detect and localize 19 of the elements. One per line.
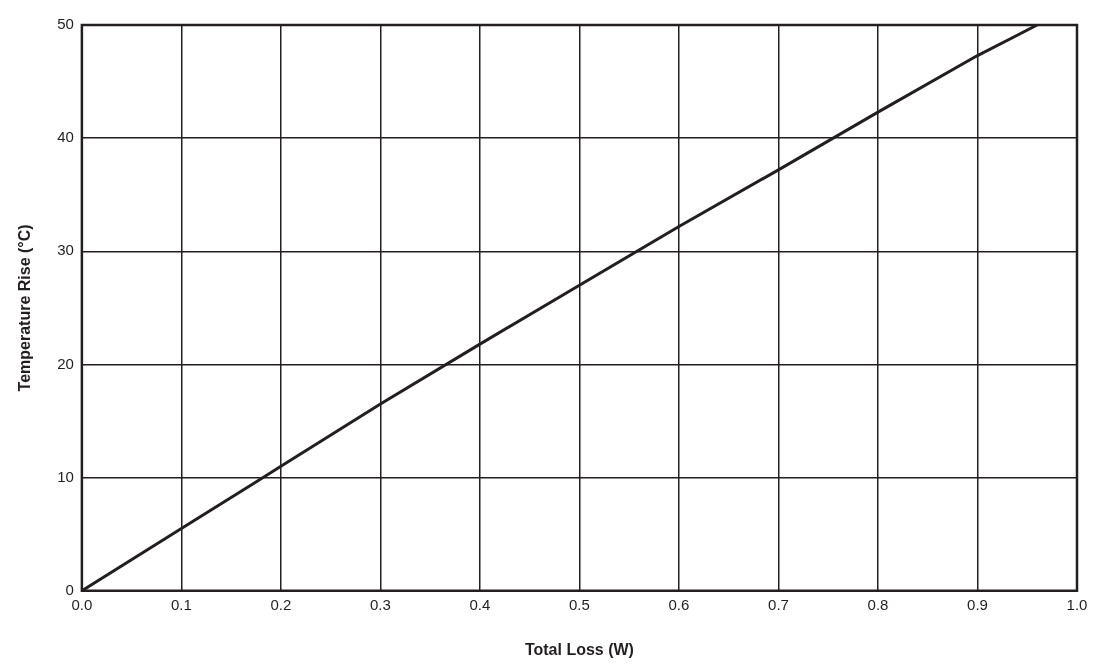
x-tick-label: 0.5: [569, 595, 590, 613]
x-tick-label: 0.9: [967, 595, 988, 613]
y-tick-label: 40: [57, 128, 74, 146]
x-tick-label: 0.0: [71, 595, 93, 613]
y-tick-label: 50: [57, 15, 74, 33]
x-tick-label: 0.2: [270, 595, 292, 613]
x-tick-label: 0.6: [668, 595, 690, 613]
y-tick-label: 20: [57, 354, 74, 372]
x-tick-label: 1.0: [1066, 595, 1088, 613]
y-axis-title: Temperature Rise (°C): [16, 224, 34, 392]
x-tick-label: 0.7: [768, 595, 789, 613]
x-tick-label: 0.1: [170, 595, 192, 613]
y-tick-label: 30: [57, 241, 74, 259]
x-tick-label: 0.8: [867, 595, 889, 613]
x-tick-label: 0.3: [369, 595, 391, 613]
y-tick-label: 0: [65, 580, 74, 598]
y-tick-label: 10: [57, 467, 74, 485]
x-axis-title: Total Loss (W): [524, 640, 634, 658]
x-tick-label: 0.4: [469, 595, 491, 613]
